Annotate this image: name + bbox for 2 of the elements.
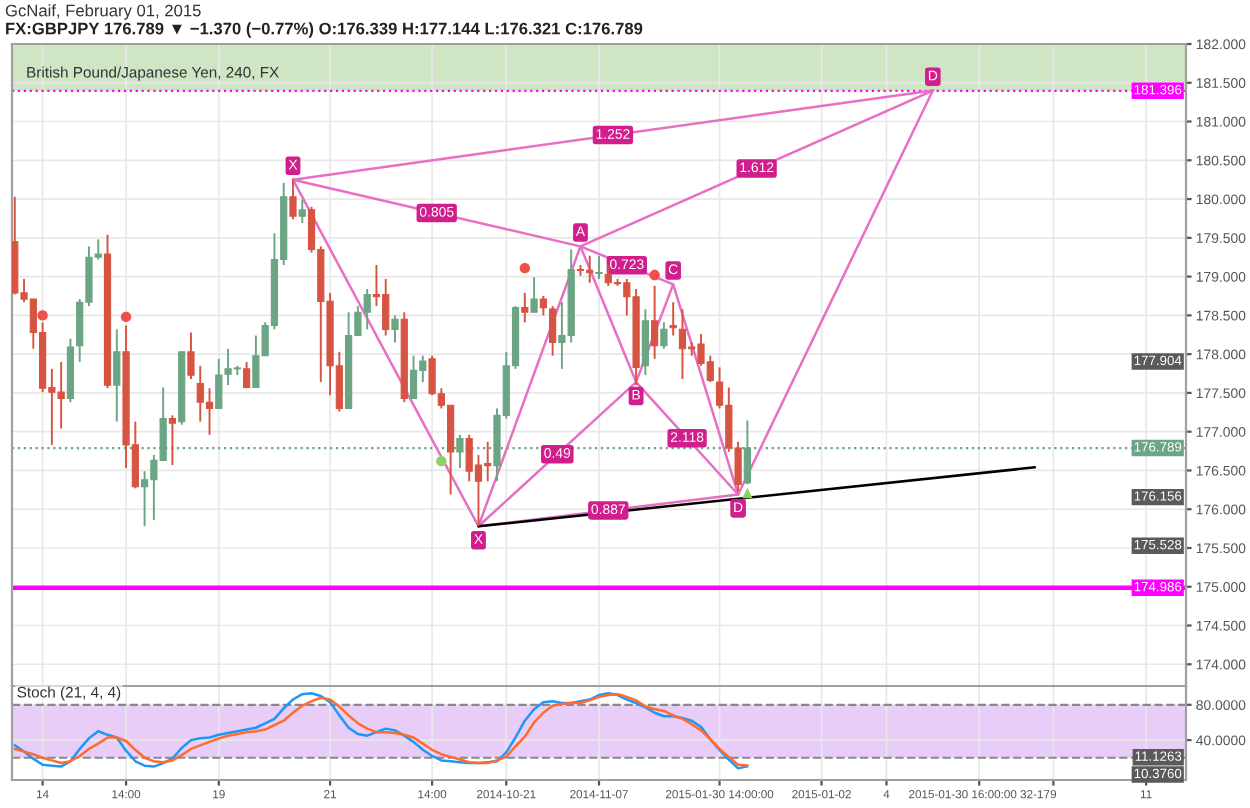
chart-subtitle: FX:GBPJPY 176.789 ▼ −1.370 (−0.77%) O:176.339 H:177.144 L:176.321 C:176.789 [6, 22, 643, 38]
chart-title: GcNaif, February 01, 2015 [5, 4, 201, 20]
